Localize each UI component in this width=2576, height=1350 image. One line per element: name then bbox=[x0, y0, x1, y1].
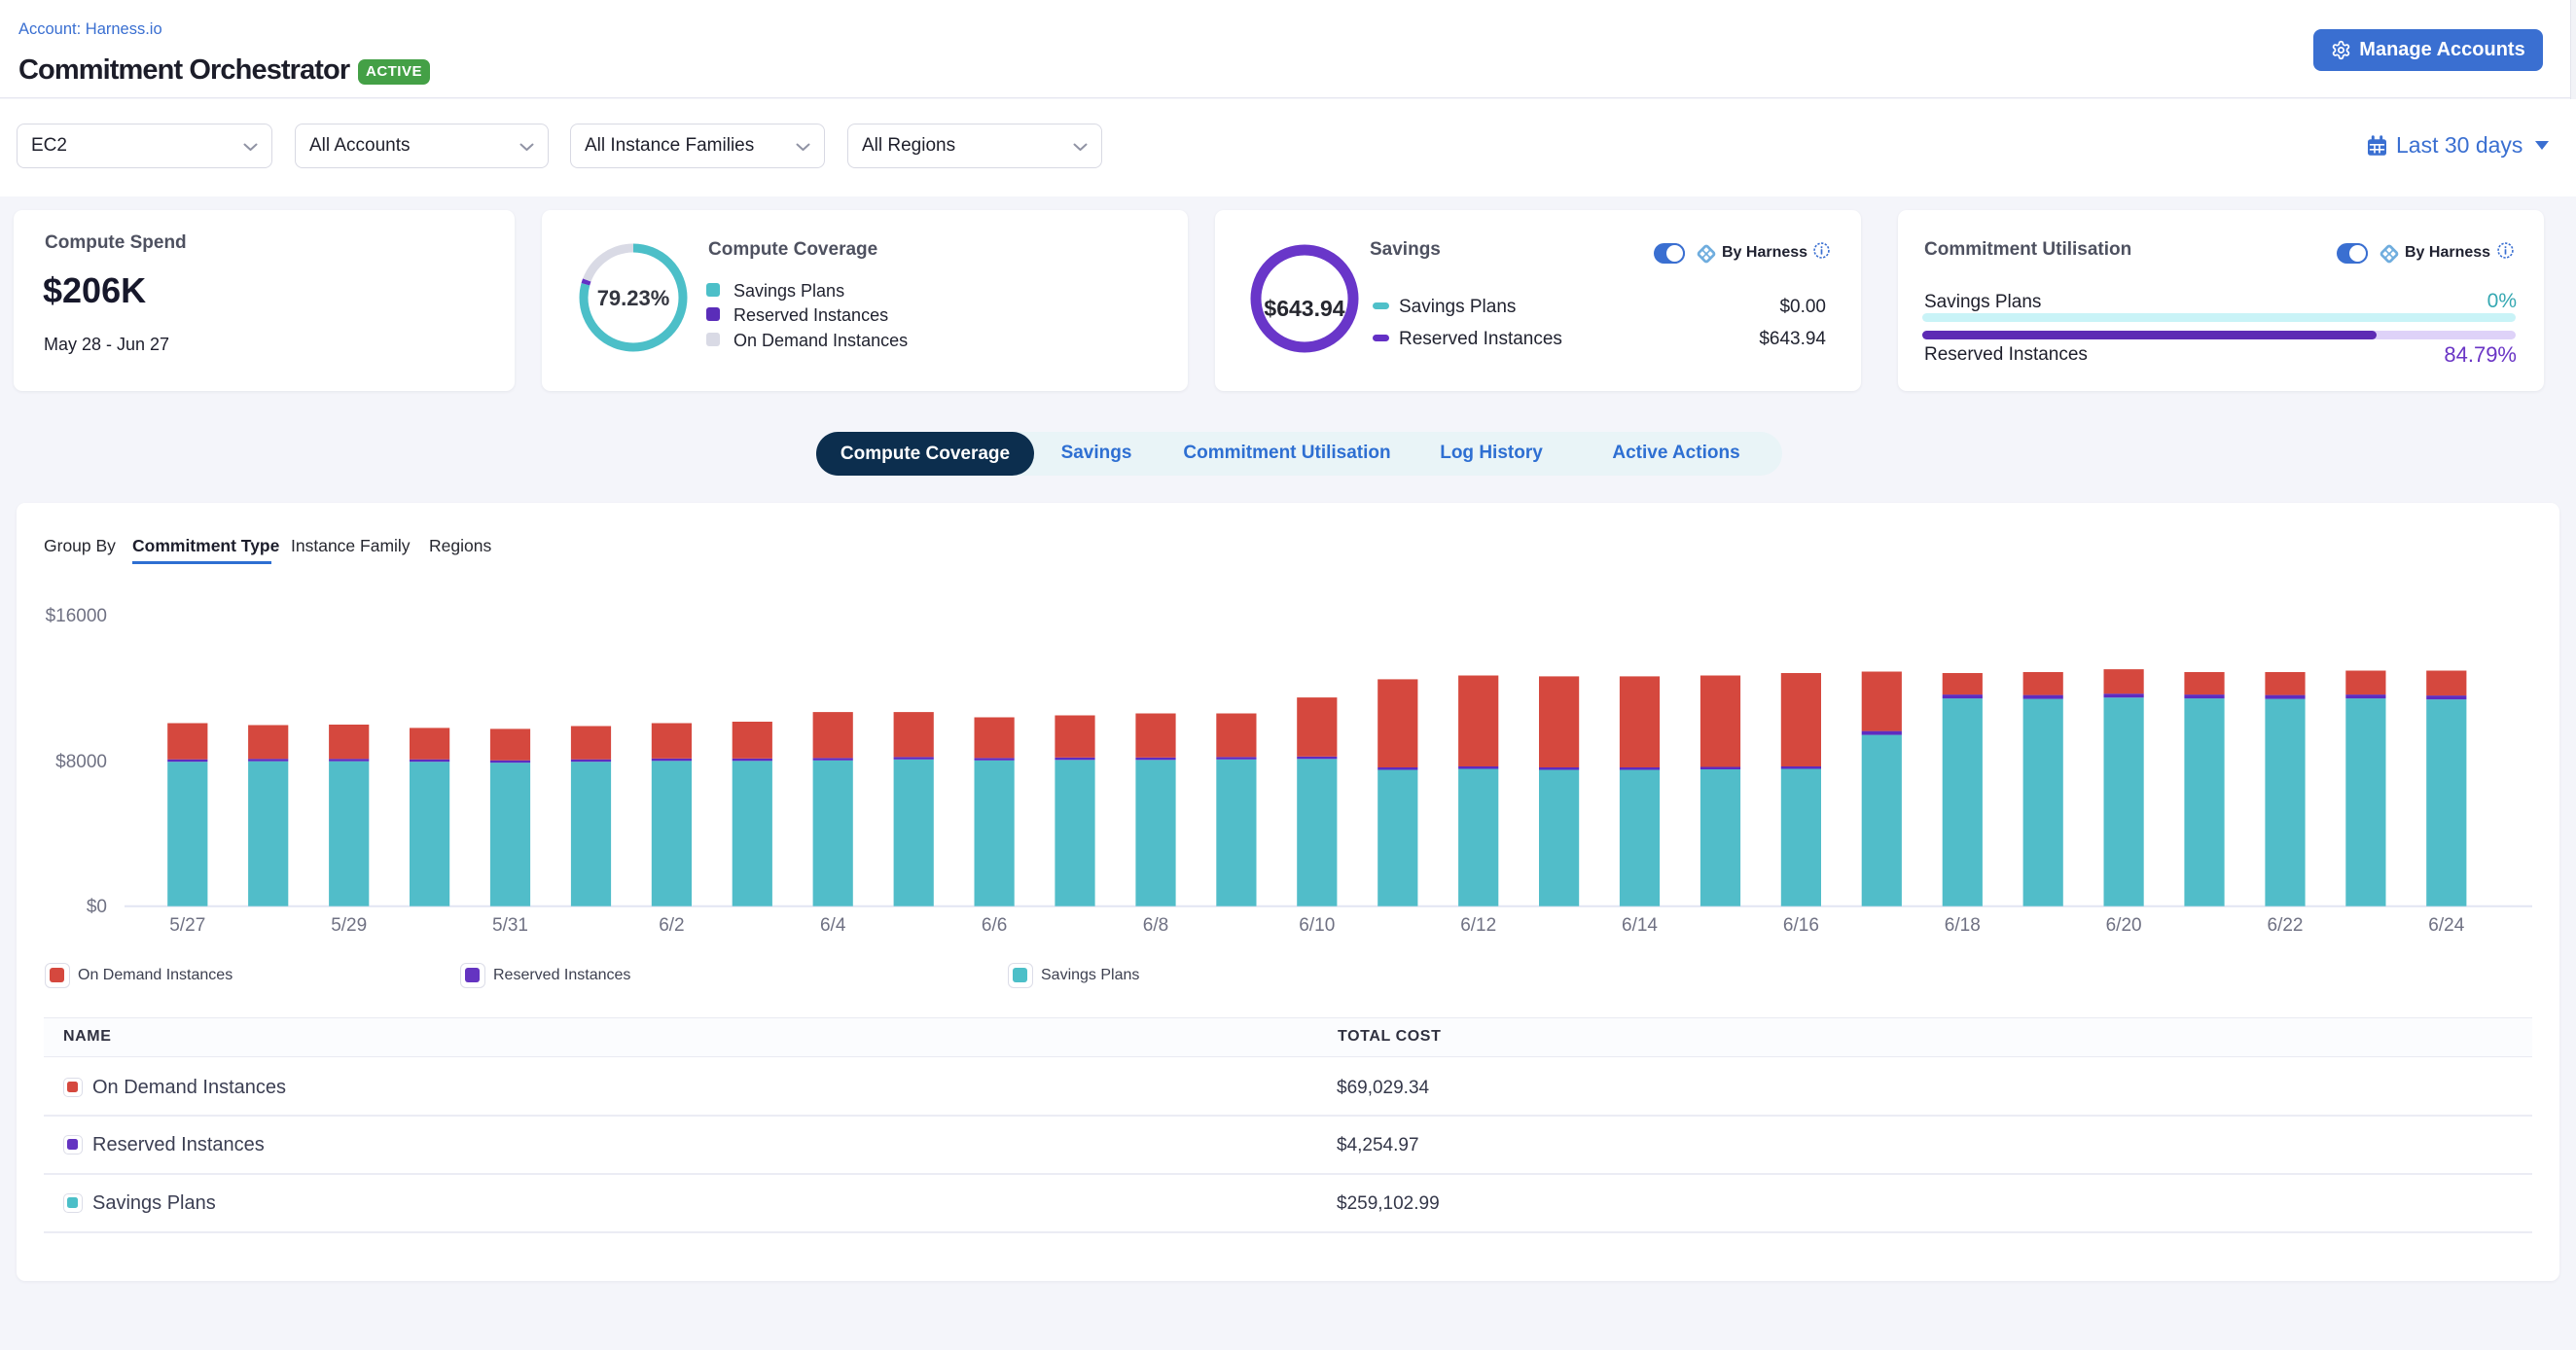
svg-text:6/6: 6/6 bbox=[982, 915, 1007, 936]
svg-text:$0: $0 bbox=[87, 897, 107, 917]
svg-text:5/27: 5/27 bbox=[169, 915, 205, 936]
svg-text:6/10: 6/10 bbox=[1299, 915, 1335, 936]
svg-text:$16000: $16000 bbox=[46, 606, 107, 626]
svg-text:6/2: 6/2 bbox=[659, 915, 684, 936]
svg-text:6/14: 6/14 bbox=[1622, 915, 1658, 936]
svg-text:6/12: 6/12 bbox=[1460, 915, 1496, 936]
svg-text:6/24: 6/24 bbox=[2428, 915, 2464, 936]
svg-text:5/29: 5/29 bbox=[331, 915, 367, 936]
svg-text:6/20: 6/20 bbox=[2106, 915, 2142, 936]
svg-text:6/8: 6/8 bbox=[1143, 915, 1168, 936]
svg-text:6/16: 6/16 bbox=[1783, 915, 1819, 936]
svg-text:6/18: 6/18 bbox=[1945, 915, 1981, 936]
svg-text:6/22: 6/22 bbox=[2268, 915, 2304, 936]
svg-text:5/31: 5/31 bbox=[492, 915, 528, 936]
svg-text:6/4: 6/4 bbox=[820, 915, 846, 936]
svg-text:$8000: $8000 bbox=[55, 752, 107, 772]
